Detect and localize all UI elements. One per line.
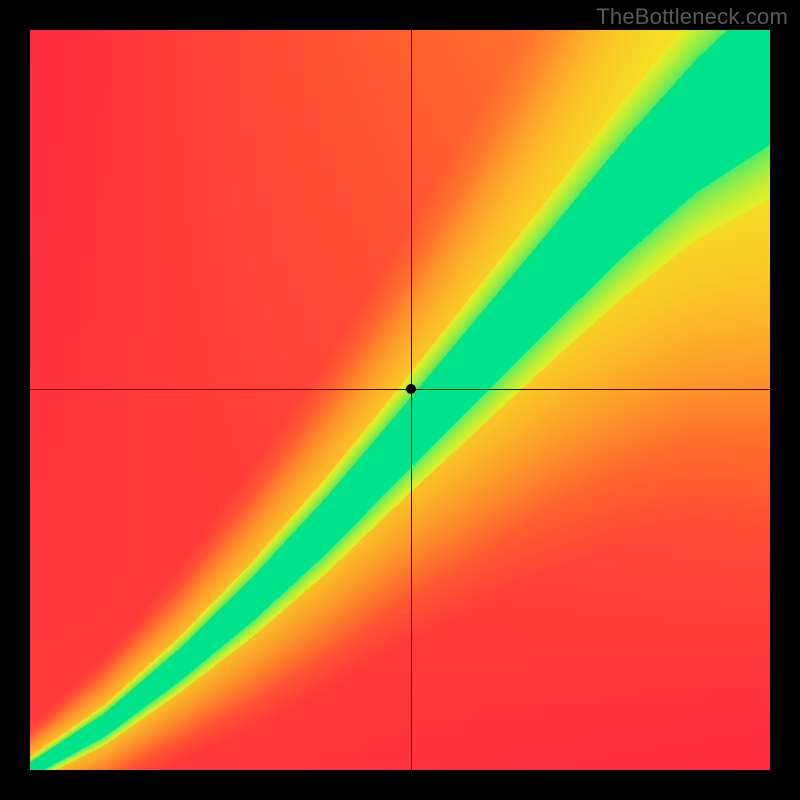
watermark-text: TheBottleneck.com	[596, 4, 788, 30]
chart-frame: TheBottleneck.com	[0, 0, 800, 800]
plot-area	[30, 30, 770, 770]
bottleneck-heatmap	[30, 30, 770, 770]
